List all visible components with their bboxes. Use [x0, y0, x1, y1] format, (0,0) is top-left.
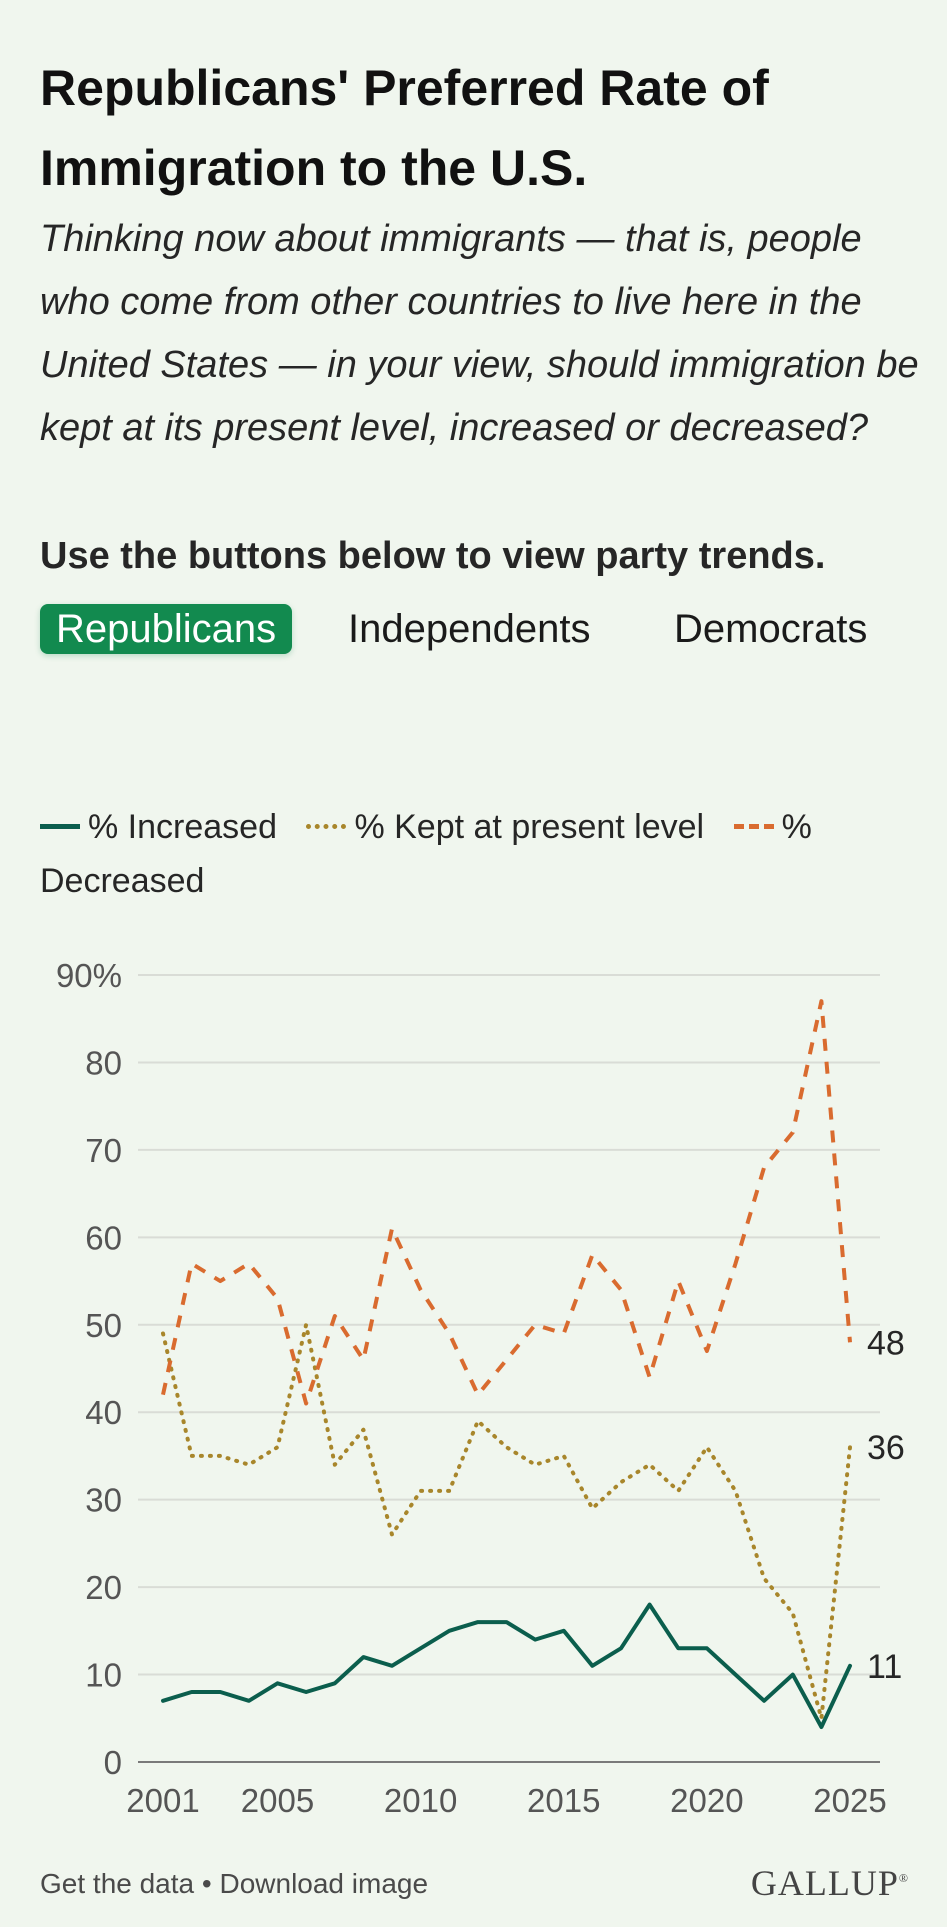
instruction-text: Use the buttons below to view party tren… [40, 535, 826, 577]
x-tick-label: 2015 [527, 1782, 600, 1819]
footer-separator: • [201, 1868, 212, 1899]
legend-item-increased: % Increased [40, 808, 277, 846]
end-value-label: 36 [867, 1429, 905, 1467]
chart-subtitle: Thinking now about immigrants — that is,… [40, 218, 919, 449]
legend-swatch-increased [40, 823, 80, 829]
y-tick-label: 20 [85, 1569, 122, 1606]
legend-label-increased: % Increased [88, 808, 277, 846]
y-tick-label: 70 [85, 1132, 122, 1169]
end-value-label: 11 [867, 1648, 902, 1686]
legend-swatch-kept [306, 823, 347, 829]
legend-label-kept: % Kept at present level [354, 808, 705, 846]
x-tick-label: 2025 [813, 1782, 886, 1819]
tab-democrats[interactable]: Democrats [674, 607, 868, 651]
y-tick-label: 30 [85, 1482, 122, 1519]
y-tick-label: 40 [85, 1394, 122, 1431]
end-value-label: 48 [867, 1324, 905, 1362]
y-tick-label: 10 [85, 1657, 122, 1694]
x-tick-label: 2001 [126, 1782, 199, 1819]
download-image-link[interactable]: Download image [219, 1868, 429, 1899]
tab-republicans[interactable]: Republicans [40, 604, 293, 654]
series-line-increased [161, 1602, 852, 1729]
y-tick-label: 80 [85, 1044, 122, 1081]
legend-label-decreased: % Decreased [40, 808, 812, 900]
x-tick-label: 2005 [241, 1782, 314, 1819]
gallup-logo: GALLUP® [751, 1862, 909, 1904]
y-tick-label: 50 [85, 1307, 122, 1344]
x-tick-label: 2020 [670, 1782, 743, 1819]
chart-title: Republicans' Preferred Rate of Immigrati… [40, 60, 769, 196]
tab-independents[interactable]: Independents [348, 607, 591, 651]
footer-links: Get the data • Download image [40, 1868, 428, 1900]
series-line-decreased [161, 999, 852, 1406]
series-line-kept [161, 1322, 852, 1721]
get-data-link[interactable]: Get the data [40, 1868, 195, 1899]
legend-swatch-decreased [733, 823, 774, 829]
line-chart: 0 10 20 30 40 50 60 70 80 90% 2001 2005 2010 2015 2020… [56, 957, 905, 1819]
y-tick-label: 60 [85, 1219, 122, 1256]
legend-item-decreased: % Decreased [40, 808, 812, 900]
gallup-logo-text: GALLUP [750, 1863, 899, 1903]
x-tick-label: 2010 [384, 1782, 457, 1819]
legend-item-kept: % Kept at present level [306, 808, 704, 846]
y-tick-label: 0 [104, 1744, 122, 1781]
y-tick-label: 90% [56, 957, 122, 994]
chart-legend: % Increased % Kept at present level % De… [40, 800, 910, 908]
party-tabs: Republicans Independents Democrats [40, 604, 920, 654]
logo-mark: ® [898, 1871, 909, 1885]
